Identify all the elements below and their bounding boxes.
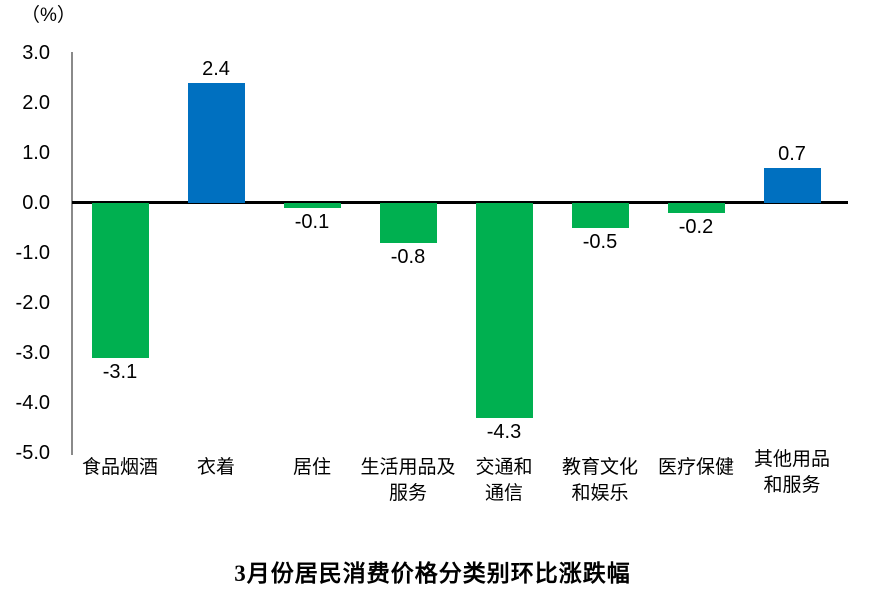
bar-value-label: 0.7 [778, 143, 806, 165]
bar-value-label: -0.5 [582, 231, 618, 253]
bar-value-label: -0.8 [390, 246, 426, 268]
bar-4 [379, 203, 437, 243]
category-label: 食品烟酒 [81, 457, 158, 478]
y-axis-line [71, 52, 73, 455]
y-tick-label: -3.0 [15, 342, 50, 364]
bar-2 [187, 83, 245, 203]
category-label: 医疗保健 [657, 457, 734, 478]
bar-1 [91, 203, 149, 358]
bar-3 [283, 203, 341, 208]
y-tick-label: 3.0 [22, 42, 50, 64]
category-label: 交通和 通信 [475, 457, 533, 504]
category-label: 衣着 [196, 457, 235, 478]
bar-value-label: -0.2 [678, 216, 714, 238]
bar-6 [571, 203, 629, 228]
bar-8 [763, 168, 821, 203]
y-tick-label: 2.0 [22, 92, 50, 114]
category-label: 其他用品 和服务 [753, 449, 830, 496]
y-tick-label: 1.0 [22, 142, 50, 164]
bar-value-label: -3.1 [102, 361, 138, 383]
y-axis-unit-label: （%） [21, 5, 76, 26]
y-tick-label: -4.0 [15, 392, 50, 414]
bar-value-label: -4.3 [486, 421, 522, 443]
bar-value-label: 2.4 [202, 58, 230, 80]
y-tick-label: -5.0 [15, 442, 50, 464]
bar-5 [475, 203, 533, 418]
category-label: 教育文化 和娱乐 [561, 457, 638, 504]
chart-title: 3月份居民消费价格分类别环比涨跌幅 [234, 561, 631, 586]
x-axis-zero-line [72, 201, 848, 204]
y-tick-label: -2.0 [15, 292, 50, 314]
category-label: 生活用品及 服务 [360, 457, 456, 504]
y-tick-label: 0.0 [22, 192, 50, 214]
bar-value-label: -0.1 [294, 211, 330, 233]
category-label: 居住 [292, 457, 331, 478]
bar-7 [667, 203, 725, 213]
y-tick-label: -1.0 [15, 242, 50, 264]
